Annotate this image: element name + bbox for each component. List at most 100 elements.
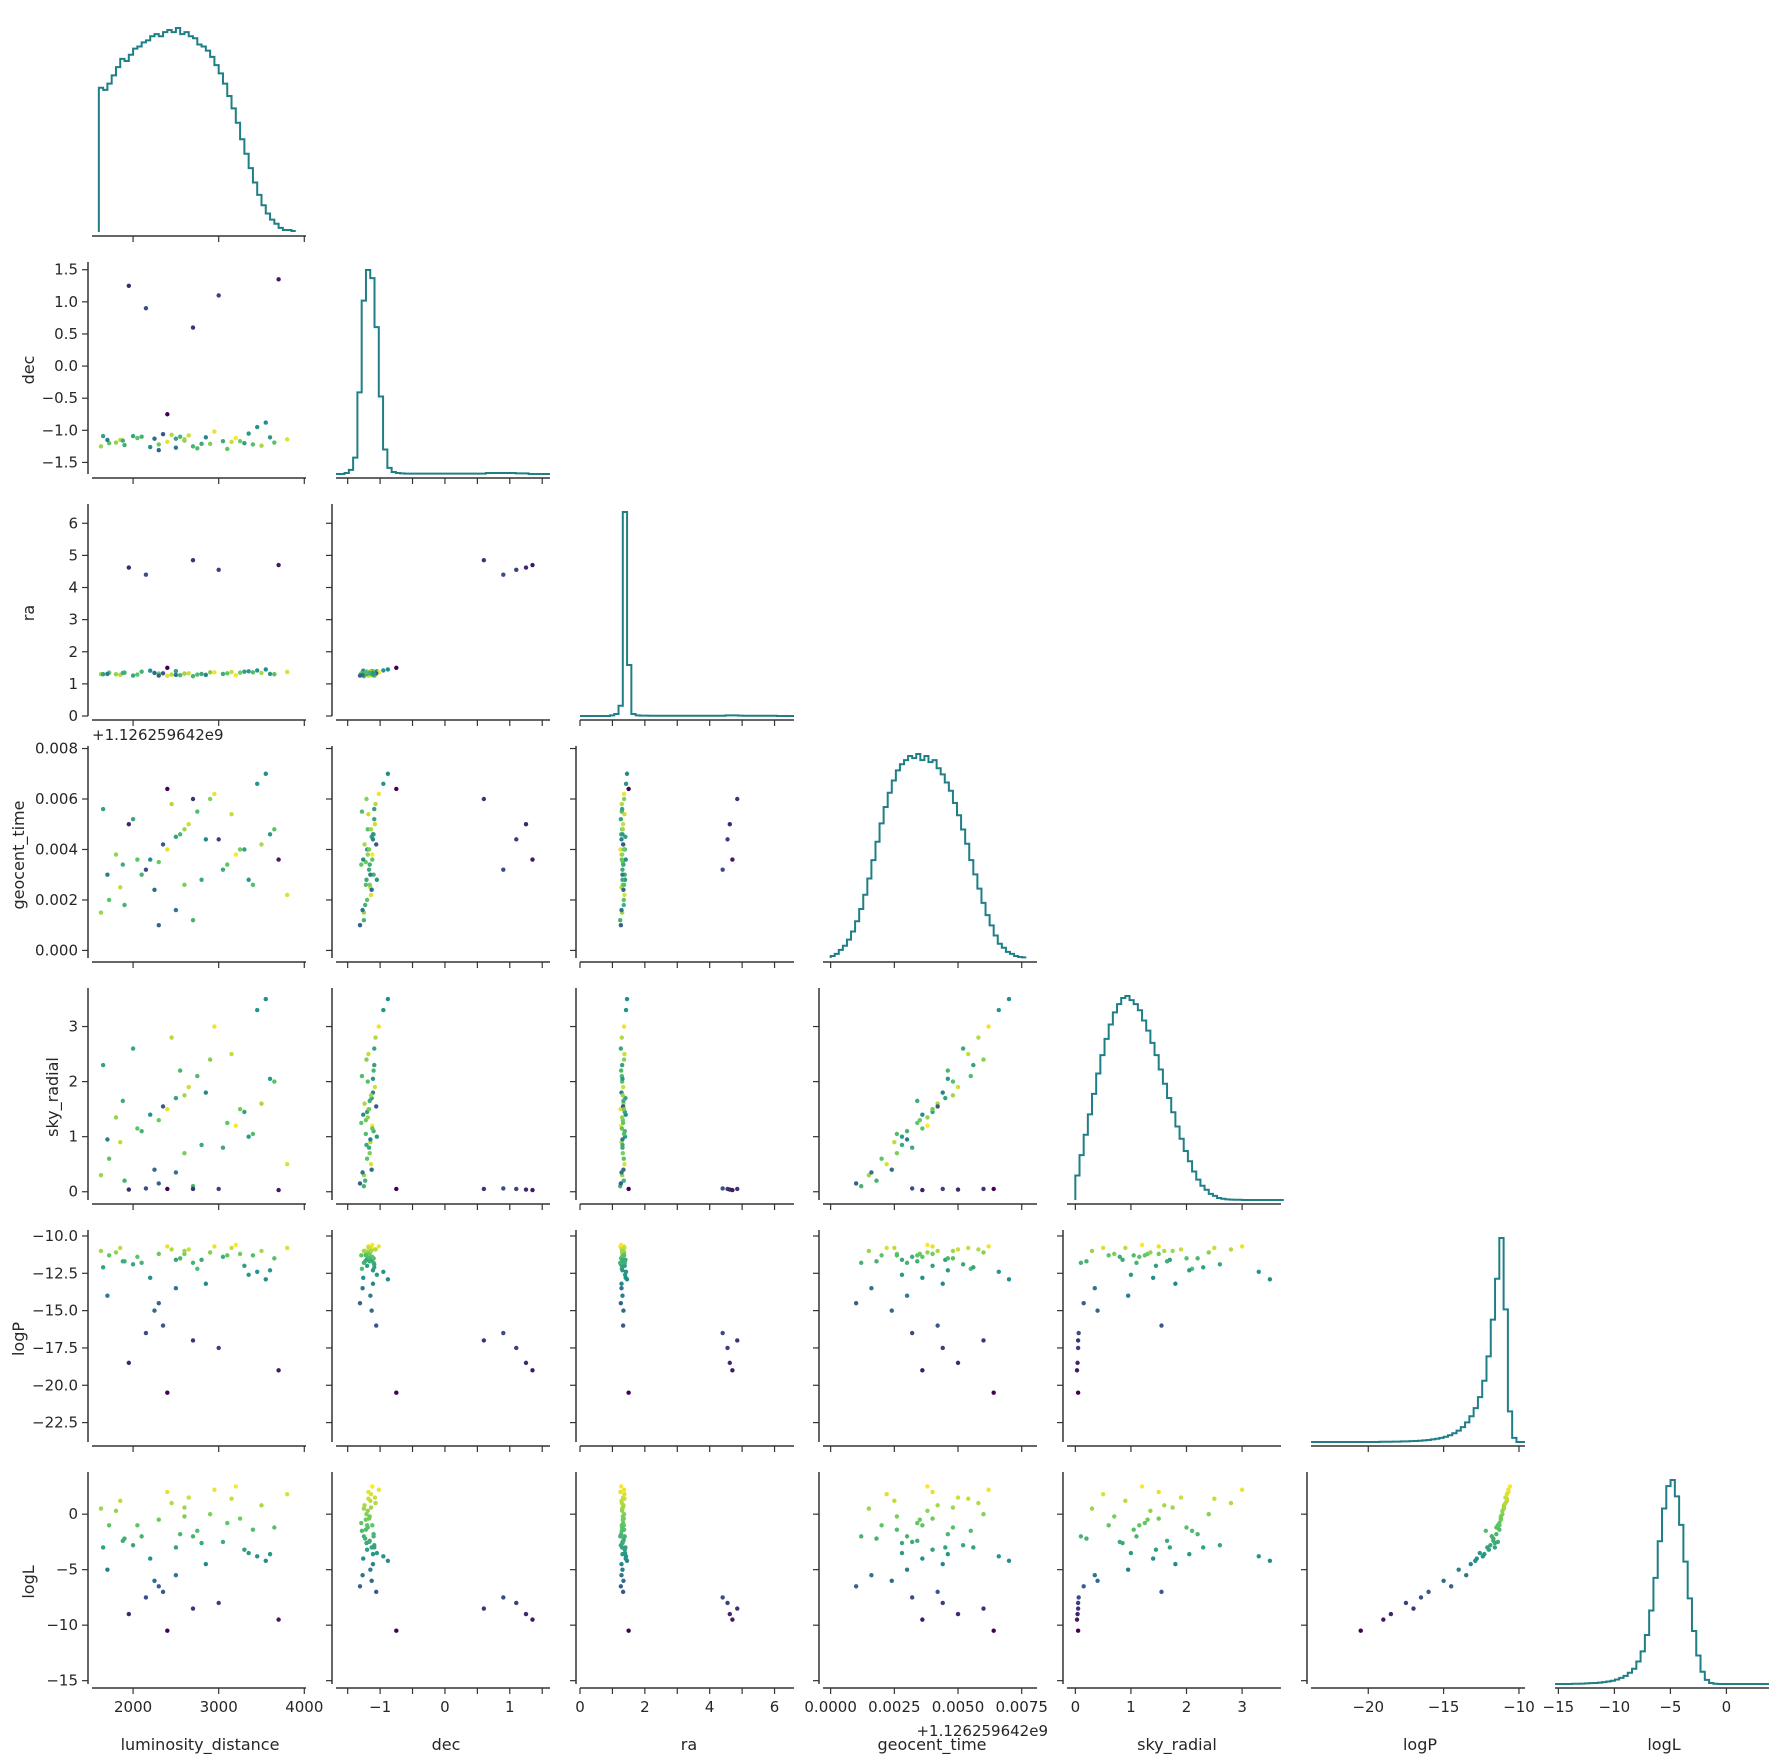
scatter-point (619, 1500, 625, 1506)
scatter-point (216, 1600, 221, 1606)
scatter-point (624, 771, 630, 776)
panel-logL-vs-sky_radial: 0 1 2 3 (1057, 1472, 1281, 1716)
scatter-point (874, 1178, 879, 1183)
scatter-point (139, 1260, 144, 1266)
scatter-point (225, 1120, 230, 1126)
scatter-point (619, 837, 624, 842)
scatter-point (165, 412, 170, 417)
histogram-sky_radial (1074, 995, 1284, 1201)
scatter-point (361, 1260, 367, 1266)
scatter-point (182, 882, 187, 888)
scatter-point (621, 1308, 626, 1313)
scatter-point (940, 1186, 945, 1192)
scatter-point (225, 862, 230, 867)
panel-sky_radial-vs-dec (326, 988, 550, 1210)
scatter-point (190, 917, 196, 923)
scatter-point (139, 1534, 144, 1539)
scatter-point (720, 1186, 725, 1191)
scatter-point (177, 1068, 183, 1073)
scatter-point (368, 1505, 374, 1510)
scatter-point (620, 1293, 625, 1298)
scatter-point (619, 801, 625, 807)
y-tick-label: 3 (68, 611, 78, 629)
y-tick-label: 0.006 (35, 790, 78, 808)
scatter-point (120, 1538, 126, 1544)
scatter-point (624, 996, 630, 1002)
scatter-point (381, 1554, 386, 1559)
scatter-point (1456, 1567, 1461, 1572)
scatter-point (370, 1254, 375, 1260)
y-tick-label: 2 (68, 1073, 78, 1091)
scatter-point (186, 1247, 191, 1252)
scatter-point (394, 1390, 399, 1395)
scatter-point (1173, 1561, 1178, 1567)
scatter-point (135, 1126, 140, 1131)
scatter-point (1074, 1368, 1080, 1373)
scatter-point (363, 670, 369, 675)
x-tick-label: 2000 (114, 1698, 152, 1716)
scatter-point (246, 1272, 251, 1277)
scatter-point (1084, 1259, 1089, 1264)
scatter-point (118, 1245, 123, 1251)
scatter-point (212, 1244, 217, 1249)
scatter-point (233, 1123, 239, 1128)
scatter-point (1084, 1536, 1089, 1541)
scatter-point (190, 558, 196, 563)
scatter-point (106, 1156, 112, 1161)
scatter-point (620, 1093, 625, 1098)
scatter-point (909, 1186, 915, 1191)
scatter-point (173, 672, 179, 678)
scatter-point (920, 1254, 925, 1260)
scatter-point (621, 1253, 627, 1258)
scatter-point (173, 907, 179, 913)
scatter-point (899, 1550, 905, 1556)
scatter-point (623, 834, 628, 840)
scatter-point (106, 1523, 112, 1528)
y-tick-label: −10 (46, 1616, 78, 1634)
histogram-luminosity_distance (97, 27, 296, 232)
scatter-point (173, 1286, 179, 1291)
x-label-logl: logL (1647, 1735, 1680, 1754)
scatter-point (935, 1503, 940, 1508)
scatter-point (357, 1181, 363, 1186)
scatter-point (950, 1256, 956, 1261)
scatter-point (148, 1112, 153, 1117)
scatter-point (735, 1338, 740, 1343)
scatter-point (1164, 1538, 1170, 1544)
scatter-point (1256, 1554, 1261, 1559)
scatter-point (160, 842, 166, 847)
scatter-point (1388, 1611, 1394, 1617)
scatter-point (481, 1186, 487, 1192)
scatter-point (169, 432, 174, 438)
scatter-point (955, 1360, 961, 1366)
y-tick-label: 0 (68, 1505, 78, 1523)
scatter-point (263, 1558, 268, 1563)
scatter-point (523, 822, 529, 827)
scatter-point (968, 1073, 973, 1079)
scatter-point (720, 1330, 725, 1336)
scatter-point (229, 669, 234, 675)
scatter-point (225, 671, 230, 676)
panel-logL-vs-dec: −1 0 1 (326, 1472, 550, 1716)
scatter-point (263, 667, 268, 672)
scatter-point (727, 1360, 732, 1366)
panel-logP-vs-geocent_time (813, 1230, 1037, 1452)
scatter-point (960, 1046, 966, 1051)
scatter-point (357, 1584, 363, 1589)
scatter-point (374, 1589, 379, 1595)
panel-logL-vs-geocent_time: 0.0000 0.0025 0.0050 0.0075 (804, 1472, 1048, 1716)
scatter-point (523, 1611, 529, 1617)
panel-sky_radial-vs-geocent_time (813, 988, 1037, 1210)
scatter-point (622, 1491, 627, 1497)
y-tick-label: 1 (68, 1128, 78, 1146)
scatter-point (1075, 1360, 1080, 1366)
scatter-point (165, 439, 170, 445)
scatter-point (207, 1057, 213, 1062)
scatter-point (1142, 1520, 1148, 1526)
scatter-point (1195, 1256, 1200, 1261)
scatter-point (242, 847, 247, 852)
scatter-point (619, 1115, 625, 1120)
scatter-point (1212, 1496, 1217, 1501)
scatter-point (620, 842, 626, 847)
scatter-point (182, 1150, 187, 1156)
